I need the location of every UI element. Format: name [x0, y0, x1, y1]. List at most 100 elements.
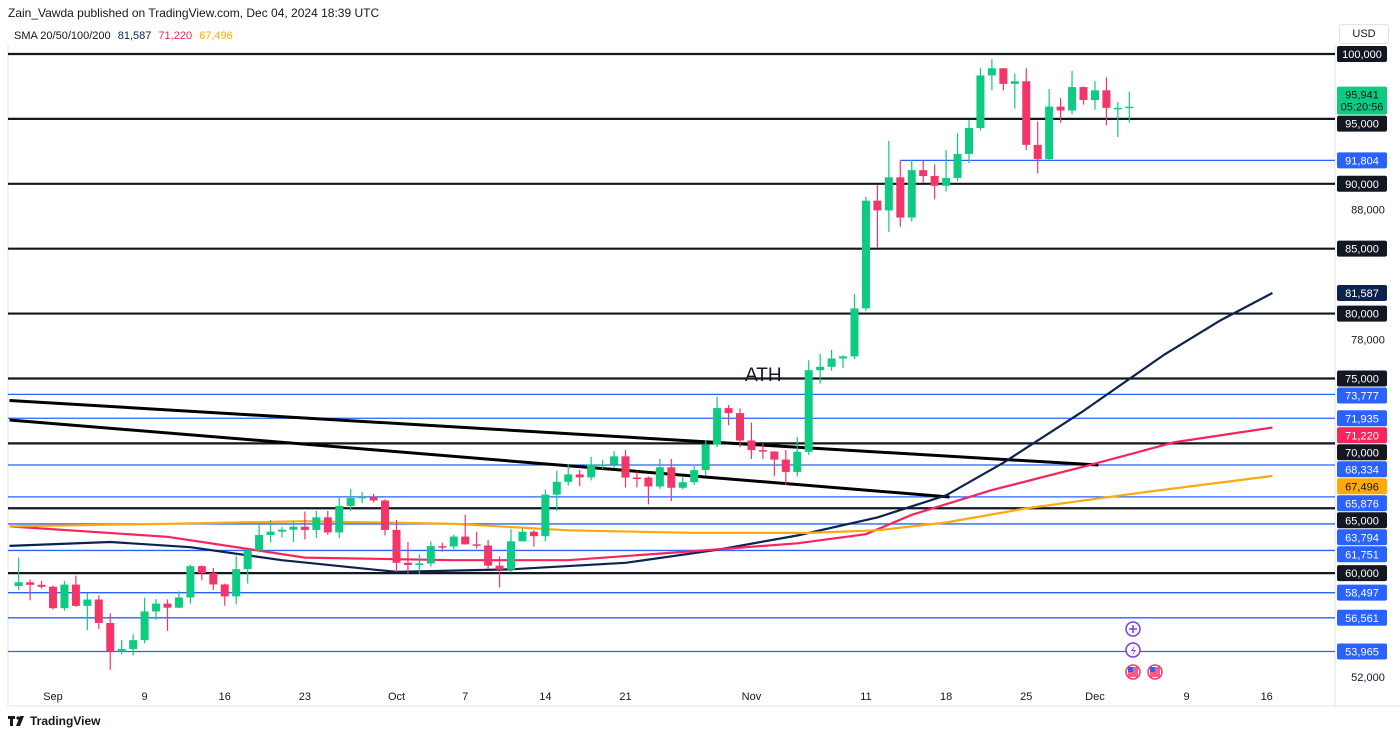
candle — [60, 580, 69, 611]
candle — [266, 519, 275, 543]
sma-price-label-red: 71,220 — [1345, 430, 1379, 442]
candle-body — [381, 500, 390, 530]
lightning-glyph — [1131, 645, 1136, 656]
time-tick-label: Dec — [1085, 691, 1105, 703]
candle-body — [793, 451, 802, 472]
candle-body — [1090, 90, 1099, 101]
candle — [1113, 102, 1122, 138]
candle — [610, 451, 619, 469]
candle — [919, 160, 928, 183]
time-tick-label: Nov — [742, 691, 762, 703]
candle — [1010, 73, 1019, 109]
candle-body — [690, 470, 699, 483]
candle-body — [1056, 106, 1065, 111]
candle-body — [152, 603, 161, 612]
publisher-header: Zain_Vawda published on TradingView.com,… — [8, 6, 380, 20]
candle-body — [804, 370, 813, 452]
candle-body — [94, 599, 103, 623]
candle — [793, 436, 802, 477]
bar-countdown-label: 05:20:56 — [1341, 102, 1384, 114]
candle-body — [507, 541, 515, 570]
blue-level-price-label: 53,965 — [1345, 646, 1379, 658]
candle — [26, 579, 35, 601]
blue-level-price-label-bg — [1337, 529, 1387, 546]
candle — [1102, 77, 1111, 126]
last-price-label-bg — [1337, 86, 1387, 115]
sma-price-label-red-bg — [1337, 427, 1387, 444]
us-flag-icon[interactable] — [1125, 664, 1141, 680]
candle — [999, 68, 1008, 91]
candle — [49, 585, 57, 610]
level-price-label: 100,000 — [1342, 49, 1382, 61]
candle-body — [472, 544, 481, 546]
candle — [861, 196, 870, 311]
candle-body — [449, 536, 458, 547]
level-price-label: 85,000 — [1345, 244, 1379, 256]
candle-body — [747, 440, 756, 451]
candle-body — [1113, 107, 1122, 110]
candle — [1022, 68, 1031, 151]
candle — [976, 68, 985, 131]
candle — [83, 592, 92, 631]
candle — [94, 595, 103, 629]
candle — [71, 575, 80, 607]
price-tick-label: 78,000 — [1351, 335, 1385, 347]
price-tick-label: 88,000 — [1351, 205, 1385, 217]
sma-legend-name: SMA 20/50/100/200 — [14, 30, 111, 42]
currency-button[interactable]: USD — [1339, 24, 1389, 44]
candle-body — [575, 474, 584, 478]
level-price-label: 90,000 — [1345, 179, 1379, 191]
indicator-legend[interactable]: SMA 20/50/100/200 81,587 71,220 67,496 — [8, 27, 1334, 45]
blue-level-price-label: 58,497 — [1345, 588, 1379, 600]
sma-price-label-navy-bg — [1337, 284, 1387, 301]
candle — [1056, 98, 1065, 123]
candle-body — [438, 546, 447, 548]
candle — [575, 469, 584, 487]
candle — [884, 140, 893, 232]
time-tick-label: 14 — [539, 691, 551, 703]
candle-body — [953, 153, 962, 178]
candle-body — [713, 408, 722, 445]
flag-canton — [1128, 667, 1133, 672]
lightning-icon[interactable] — [1125, 642, 1141, 658]
event-plus-icon[interactable] — [1125, 621, 1141, 637]
candle — [1079, 86, 1088, 105]
candle — [781, 449, 790, 485]
blue-level-price-label-bg — [1337, 546, 1387, 563]
candle-body — [827, 358, 836, 367]
sma-price-label-orange-bg — [1337, 478, 1387, 495]
candle — [907, 159, 916, 222]
blue-level-price-label-bg — [1337, 410, 1387, 427]
blue-level-price-label: 65,876 — [1345, 498, 1379, 510]
time-tick-label: Oct — [388, 691, 405, 703]
sma-line-red — [9, 426, 1273, 562]
level-price-label: 80,000 — [1345, 309, 1379, 321]
candle-body — [770, 451, 779, 460]
blue-level-price-label-bg — [1337, 387, 1387, 404]
tradingview-logo: TradingView — [8, 714, 100, 728]
candle — [106, 613, 115, 670]
candle-body — [106, 622, 115, 652]
candle-body — [999, 68, 1008, 84]
candle — [140, 597, 149, 644]
sma-line-orange — [9, 474, 1273, 534]
candle-body — [873, 200, 882, 211]
candle — [644, 476, 653, 505]
candle-body — [781, 459, 790, 472]
candle — [289, 521, 298, 543]
sma-legend-value-2: 71,220 — [158, 30, 193, 42]
candle-body — [186, 566, 195, 598]
candle — [987, 59, 996, 91]
candle-body — [209, 573, 218, 585]
level-price-label-bg — [1337, 46, 1387, 62]
candle — [37, 580, 46, 589]
candle-body — [346, 498, 355, 506]
candle-body — [83, 599, 92, 606]
us-flag-icon[interactable] — [1147, 664, 1163, 680]
candle-body — [541, 494, 550, 537]
candle — [770, 451, 779, 476]
candle — [873, 185, 882, 248]
blue-level-price-label: 61,751 — [1345, 549, 1379, 561]
candle-body — [232, 569, 241, 597]
